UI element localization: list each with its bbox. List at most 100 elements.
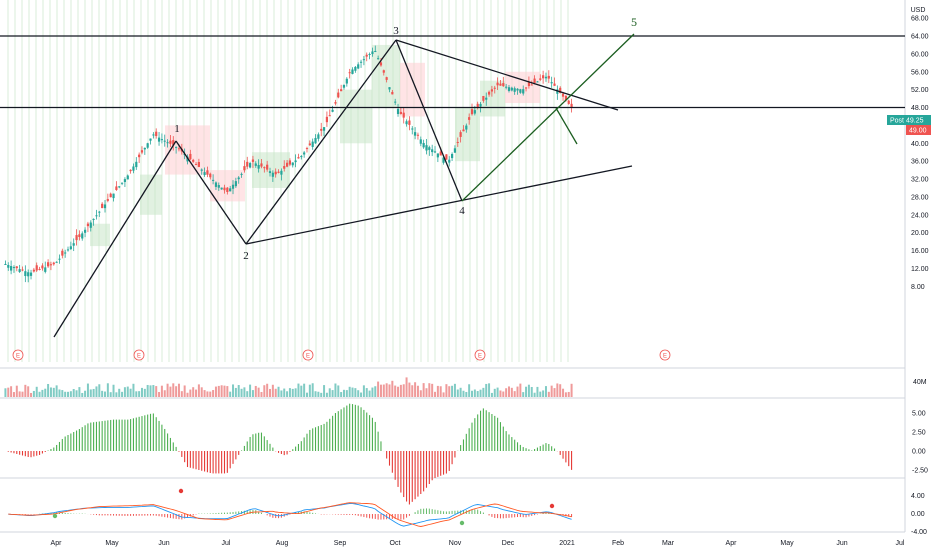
candle-body bbox=[10, 266, 13, 271]
candle-body bbox=[177, 148, 181, 150]
macd-line bbox=[8, 503, 572, 527]
price-tick-label: 48.00 bbox=[911, 105, 929, 112]
price-tick-label: 56.00 bbox=[911, 69, 929, 76]
earnings-marker bbox=[12, 349, 24, 361]
volume-bar bbox=[95, 386, 98, 397]
volume-bar bbox=[414, 382, 417, 397]
volume-bar bbox=[507, 386, 510, 397]
volume-bar bbox=[197, 384, 200, 397]
volume-bar bbox=[525, 386, 528, 397]
candle-body bbox=[487, 91, 491, 95]
volume-bar bbox=[158, 392, 161, 397]
wave-line bbox=[53, 140, 177, 338]
candle-body bbox=[547, 75, 550, 79]
candle-body bbox=[237, 177, 240, 180]
month-label: Oct bbox=[390, 540, 401, 547]
candle-body bbox=[436, 153, 439, 158]
candle-body bbox=[89, 222, 92, 228]
volume-bar bbox=[129, 388, 132, 397]
volume-bar bbox=[550, 385, 553, 397]
candle-body bbox=[194, 164, 198, 166]
volume-bar bbox=[234, 387, 237, 397]
volume-bar bbox=[263, 385, 266, 397]
macd-hist-tick-label: 2.50 bbox=[912, 430, 926, 437]
candle-body bbox=[300, 156, 303, 158]
candle-body bbox=[240, 173, 243, 175]
candle-body bbox=[4, 263, 7, 265]
volume-bar bbox=[556, 383, 559, 397]
candle-body bbox=[465, 125, 468, 130]
price-tick-label: 12.00 bbox=[911, 266, 929, 273]
candle-body bbox=[46, 262, 50, 267]
candle-body bbox=[374, 50, 377, 52]
wave-line bbox=[245, 39, 397, 245]
volume-bar bbox=[471, 390, 474, 397]
volume-bar bbox=[405, 377, 408, 397]
candle-body bbox=[143, 147, 146, 150]
volume-bar bbox=[10, 386, 13, 397]
month-label: Mar bbox=[662, 540, 675, 547]
volume-bar bbox=[513, 391, 516, 397]
volume-bar bbox=[439, 386, 442, 397]
candle-body bbox=[38, 268, 41, 270]
volume-bar bbox=[243, 387, 246, 397]
candle-body bbox=[160, 139, 163, 141]
volume-bar bbox=[64, 391, 67, 397]
volume-bar bbox=[240, 388, 243, 397]
trendlines[interactable] bbox=[0, 33, 905, 338]
candle-body bbox=[416, 134, 420, 136]
candle-body bbox=[348, 72, 351, 74]
volume-bar bbox=[177, 383, 180, 397]
candle-body bbox=[163, 140, 166, 142]
volume-bar bbox=[564, 392, 567, 397]
volume-bar bbox=[473, 389, 476, 397]
macd-line-tick-label: 4.00 bbox=[911, 493, 925, 500]
volume-bar bbox=[308, 384, 311, 397]
candle-body bbox=[527, 82, 531, 87]
candle-body bbox=[462, 129, 465, 132]
volume-bar bbox=[542, 390, 545, 397]
candle-body bbox=[448, 159, 451, 163]
volume-bar bbox=[257, 387, 260, 397]
candle-body bbox=[303, 152, 306, 155]
earnings-marker-label: E bbox=[478, 354, 482, 360]
candle-body bbox=[536, 81, 539, 83]
candle-body bbox=[69, 246, 72, 250]
volume-bar bbox=[442, 392, 445, 397]
candle-body bbox=[106, 199, 109, 201]
volume-bar bbox=[408, 382, 411, 397]
candle-body bbox=[101, 203, 104, 209]
candle-body bbox=[325, 116, 329, 123]
candle-body bbox=[146, 143, 149, 148]
candle-body bbox=[513, 88, 516, 92]
volume-bar bbox=[214, 386, 217, 397]
volume-bar bbox=[274, 388, 277, 397]
candle-body bbox=[55, 261, 58, 263]
volume-bar bbox=[428, 383, 431, 397]
volume-bar bbox=[490, 392, 493, 397]
candle-body bbox=[15, 266, 18, 269]
candle-body bbox=[103, 204, 107, 209]
volume-bar bbox=[547, 391, 550, 397]
month-label: Jun bbox=[836, 540, 847, 547]
candle-body bbox=[197, 162, 200, 167]
candle-body bbox=[66, 249, 70, 251]
wave-label-1: 1 bbox=[174, 123, 180, 135]
candle-body bbox=[550, 82, 553, 84]
volume-bar bbox=[325, 392, 328, 397]
currency-label: USD bbox=[911, 7, 926, 14]
volume-bar bbox=[334, 383, 337, 397]
candle-body bbox=[394, 101, 397, 103]
volume-bars bbox=[4, 377, 573, 397]
volume-bar bbox=[149, 385, 152, 397]
candle-body bbox=[342, 84, 346, 88]
candle-body bbox=[377, 58, 380, 60]
macd-hist-tick-label: -2.50 bbox=[912, 468, 928, 475]
candle-body bbox=[32, 269, 35, 272]
candle-body bbox=[530, 84, 533, 86]
volume-bar bbox=[52, 387, 55, 397]
volume-bar bbox=[61, 390, 64, 397]
volume-bar bbox=[351, 387, 354, 397]
